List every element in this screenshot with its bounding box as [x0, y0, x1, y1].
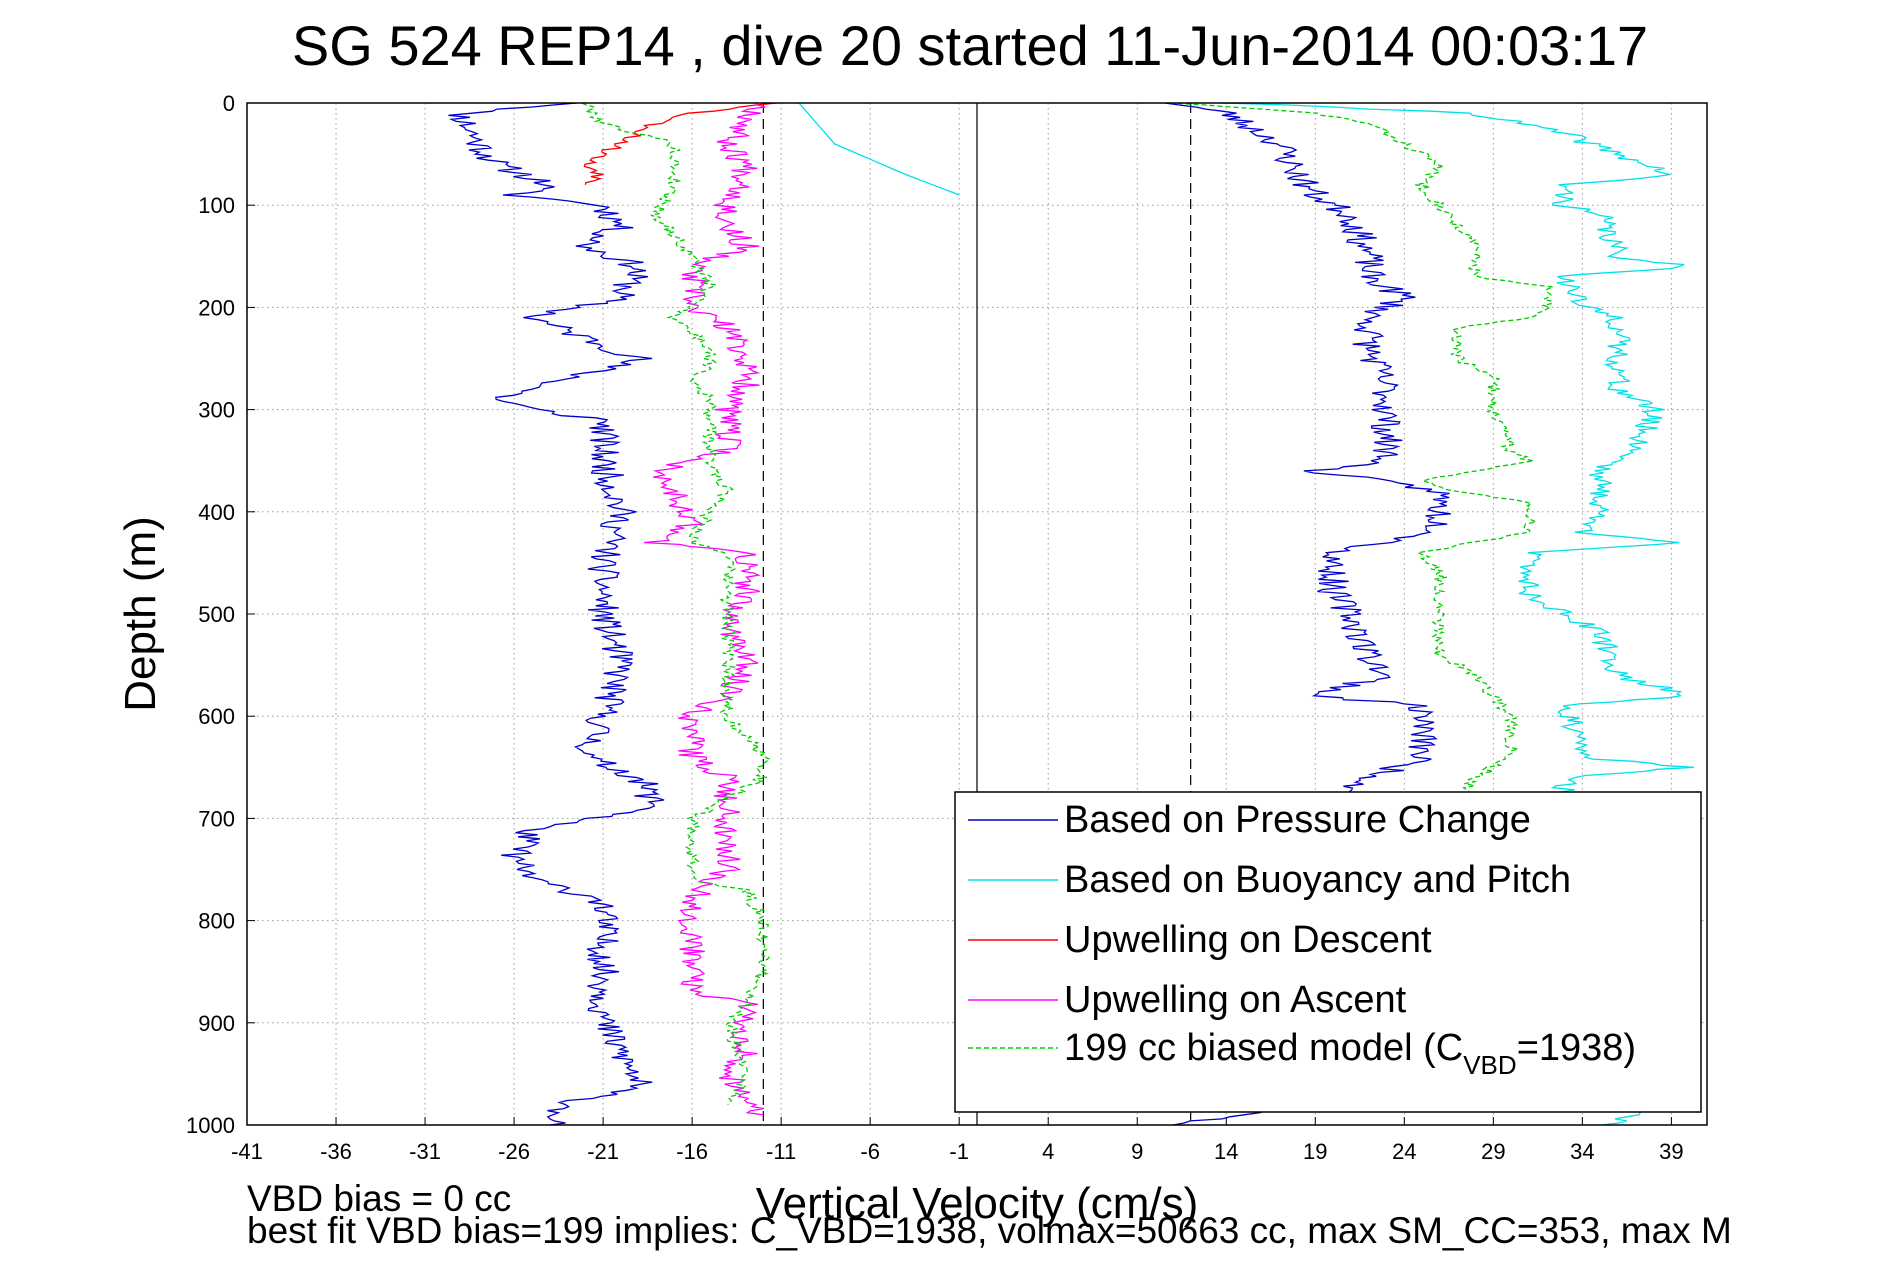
series-model_ascent: [1169, 102, 1654, 1024]
footer-line-1: VBD bias = 0 cc: [247, 1178, 512, 1219]
footer-line-2: best fit VBD bias=199 implies: C_VBD=193…: [247, 1210, 1732, 1251]
x-tick-label: -1: [949, 1139, 969, 1164]
legend-label: Based on Pressure Change: [1064, 799, 1531, 841]
series-upwelling_ascent: [643, 102, 766, 1116]
y-tick-label: 500: [198, 602, 235, 627]
y-tick-label: 700: [198, 806, 235, 831]
series-upwelling_descent: [583, 102, 777, 185]
x-tick-label: 24: [1392, 1139, 1416, 1164]
legend-label-main: 199 cc biased model (C: [1064, 1027, 1463, 1069]
series-pressure_descent: [448, 102, 665, 1126]
x-tick-label: 29: [1481, 1139, 1505, 1164]
legend-label: 199 cc biased model (CVBD=1938): [1064, 1027, 1636, 1080]
legend-label-main: Upwelling on Descent: [1064, 919, 1432, 961]
legend-label: Upwelling on Descent: [1064, 919, 1432, 961]
x-tick-label: -41: [231, 1139, 263, 1164]
x-tick-label: 39: [1659, 1139, 1683, 1164]
legend-box: [954, 791, 1702, 1113]
x-tick-label: 34: [1570, 1139, 1594, 1164]
legend-label: Upwelling on Ascent: [1064, 979, 1407, 1021]
y-tick-label: 1000: [186, 1113, 235, 1138]
legend-label-subscript: VBD: [1463, 1050, 1516, 1080]
y-tick-label: 900: [198, 1011, 235, 1036]
series-buoyancy_descent: [798, 102, 960, 196]
legend-label-main: Based on Pressure Change: [1064, 799, 1531, 841]
y-tick-label: 100: [198, 193, 235, 218]
x-tick-label: 9: [1131, 1139, 1143, 1164]
x-tick-label: -36: [320, 1139, 352, 1164]
series-model_descent: [581, 102, 772, 1105]
x-tick-label: -26: [498, 1139, 530, 1164]
legend-label: Based on Buoyancy and Pitch: [1064, 859, 1571, 901]
x-tick-label: -11: [766, 1139, 796, 1164]
y-tick-label: 800: [198, 909, 235, 934]
x-tick-label: -16: [676, 1139, 708, 1164]
legend-label-main: Upwelling on Ascent: [1064, 979, 1407, 1021]
y-tick-label: 300: [198, 398, 235, 423]
legend-label-suffix: =1938): [1517, 1027, 1636, 1069]
x-tick-label: 19: [1303, 1139, 1327, 1164]
x-tick-label: 4: [1042, 1139, 1054, 1164]
y-tick-label: 0: [223, 91, 235, 116]
x-tick-label: 14: [1214, 1139, 1238, 1164]
chart-legend: Based on Pressure Change Based on Buoyanc…: [954, 791, 1702, 1113]
x-tick-label: -21: [587, 1139, 619, 1164]
x-tick-label: -31: [409, 1139, 441, 1164]
y-tick-label: 600: [198, 704, 235, 729]
axis-ticks: -41 -36 -31 -26 -21 -16 -11 -6 -1 4 9 14 19 24 29 34 39 0…: [186, 91, 1684, 1164]
y-tick-label: 200: [198, 295, 235, 320]
x-axis-label: Vertical Velocity (cm/s): [756, 1179, 1199, 1228]
y-tick-label: 400: [198, 500, 235, 525]
legend-label-main: Based on Buoyancy and Pitch: [1064, 859, 1571, 901]
chart-title: SG 524 REP14 , dive 20 started 11-Jun-20…: [292, 14, 1648, 77]
x-tick-label: -6: [860, 1139, 880, 1164]
y-axis-label: Depth (m): [116, 516, 165, 712]
